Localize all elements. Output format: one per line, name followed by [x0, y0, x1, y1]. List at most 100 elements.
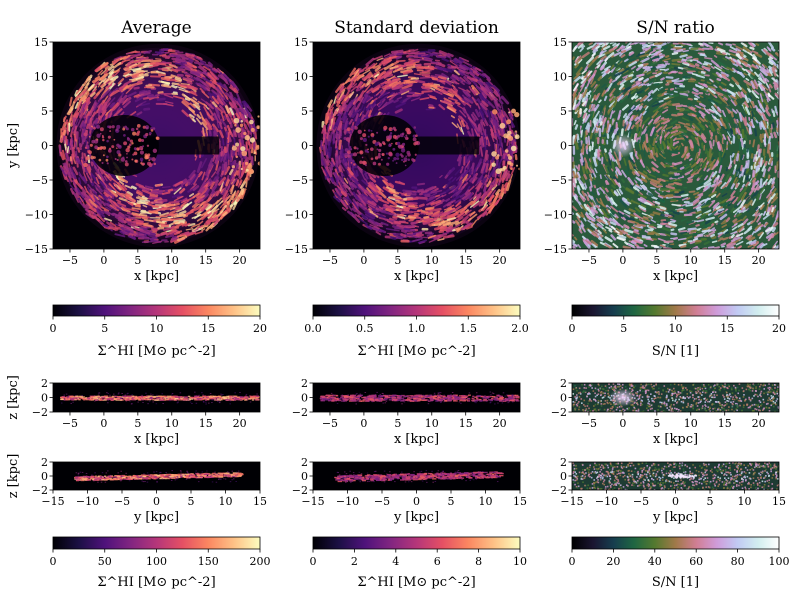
- colorbar-tick-label: 100: [146, 555, 167, 568]
- colorbar-tick-label: 15: [720, 322, 734, 335]
- colorbar-ticks: 0 5 10 15 20: [50, 316, 267, 335]
- colorbar-tick-label: 20: [253, 322, 267, 335]
- y-tick-label: 5: [41, 105, 48, 118]
- y-tick-label: 0: [301, 470, 308, 483]
- heatmap-image: [316, 43, 520, 248]
- x-tick-label: 15: [459, 254, 473, 267]
- title-std: Standard deviation: [334, 18, 499, 38]
- y-tick-label: 2: [301, 377, 308, 390]
- y-tick-label: 0: [301, 392, 308, 405]
- y-tick-label: −10: [544, 209, 567, 222]
- x-tick-label: 15: [718, 254, 732, 267]
- x-axis-label: x [kpc]: [134, 432, 179, 447]
- x-tick-label: −5: [374, 495, 390, 508]
- x-tick-label: 10: [684, 254, 698, 267]
- x-tick-label: −5: [322, 417, 338, 430]
- colorbar-tick-label: 60: [689, 555, 703, 568]
- x-tick-label: 0: [360, 417, 367, 430]
- x-tick-label: 15: [199, 254, 213, 267]
- colorbar-tick-label: 20: [772, 322, 786, 335]
- x-tick-label: 10: [165, 254, 179, 267]
- axes: −5 0 5 10 15 20 −15 −10 −5 0 5 10 15 x [kpc] y [kpc]: [6, 36, 247, 284]
- x-tick-label: −10: [336, 495, 359, 508]
- colorbar-tick-label: 200: [250, 555, 271, 568]
- x-axis-label: y [kpc]: [652, 510, 698, 525]
- colorbar-tick-label: 10: [513, 555, 527, 568]
- y-tick-label: −2: [292, 406, 308, 419]
- colorbar-std-face: 0.0 0.5 1.0 1.5 2.0 Σ^HI [M⊙ pc^-2]: [304, 304, 529, 359]
- colorbar-tick-label: 20: [606, 555, 620, 568]
- y-tick-label: 0: [41, 392, 48, 405]
- x-tick-label: 20: [752, 254, 766, 267]
- title-sn: S/N ratio: [636, 18, 714, 38]
- y-tick-label: 2: [41, 377, 48, 390]
- x-tick-label: −5: [62, 417, 78, 430]
- x-tick-label: −5: [581, 254, 597, 267]
- x-tick-label: 0: [672, 495, 679, 508]
- x-tick-label: 15: [253, 495, 267, 508]
- colorbar-label: Σ^HI [M⊙ pc^-2]: [357, 575, 475, 590]
- x-tick-label: 5: [134, 254, 141, 267]
- x-axis-label: x [kpc]: [394, 269, 439, 284]
- y-tick-label: −15: [25, 243, 48, 256]
- panel-sn-face: −5 0 5 10 15 20 −15 −10 −5 0 5 10 15 x [kpc]: [544, 36, 780, 284]
- y-tick-label: 0: [301, 140, 308, 153]
- colorbar-tick-label: 0: [310, 555, 317, 568]
- y-tick-label: −10: [285, 209, 308, 222]
- colorbar-tick-label: 1.0: [408, 322, 426, 335]
- x-tick-label: −15: [301, 495, 324, 508]
- colorbar-ticks: 0 2 4 6 8 10: [310, 549, 527, 568]
- x-tick-label: 5: [394, 254, 401, 267]
- colorbar-avg-face: 0 5 10 15 20 Σ^HI [M⊙ pc^-2]: [50, 304, 267, 359]
- heatmap-image: [56, 43, 260, 248]
- colorbar-tick-label: 15: [201, 322, 215, 335]
- y-tick-label: 10: [34, 71, 48, 84]
- axes: −5 0 5 10 15 20 −15 −10 −5 0 5 10 15 x [kpc]: [285, 36, 507, 284]
- x-tick-label: 10: [425, 417, 439, 430]
- y-tick-label: −2: [32, 484, 48, 497]
- colorbar-label: Σ^HI [M⊙ pc^-2]: [357, 344, 475, 359]
- y-axis-label: y [kpc]: [6, 123, 21, 169]
- x-tick-label: −5: [114, 495, 130, 508]
- colorbar-tick-label: 8: [475, 555, 482, 568]
- y-tick-label: −10: [25, 209, 48, 222]
- y-tick-label: 0: [560, 140, 567, 153]
- axes: −5 0 5 10 15 20 −15 −10 −5 0 5 10 15 x [kpc]: [544, 36, 766, 284]
- y-axis-label: z [kpc]: [6, 375, 21, 420]
- y-axis-label: z [kpc]: [6, 454, 21, 499]
- y-tick-label: 0: [41, 140, 48, 153]
- y-tick-label: 15: [553, 36, 567, 49]
- x-axis-label: x [kpc]: [394, 432, 439, 447]
- y-tick-label: −15: [285, 243, 308, 256]
- y-tick-label: −5: [32, 174, 48, 187]
- colorbar-gradient: [571, 536, 780, 550]
- y-tick-label: 0: [41, 470, 48, 483]
- y-tick-label: −2: [551, 406, 567, 419]
- x-axis-label: y [kpc]: [393, 510, 439, 525]
- x-tick-label: 0: [153, 495, 160, 508]
- x-tick-label: 10: [425, 254, 439, 267]
- colorbar-label: Σ^HI [M⊙ pc^-2]: [97, 344, 215, 359]
- colorbar-tick-label: 40: [648, 555, 662, 568]
- x-tick-label: −5: [322, 254, 338, 267]
- x-tick-label: 15: [199, 417, 213, 430]
- colorbar-tick-label: 0: [50, 322, 57, 335]
- x-axis-label: x [kpc]: [653, 432, 698, 447]
- colorbar-ticks: 0 20 40 60 80 100: [569, 549, 790, 568]
- panel-avg-face: −5 0 5 10 15 20 −15 −10 −5 0 5 10 15 x [kpc] y [kpc]: [6, 36, 261, 284]
- x-tick-label: −5: [62, 254, 78, 267]
- x-tick-label: 20: [493, 254, 507, 267]
- x-tick-label: 0: [619, 417, 626, 430]
- y-tick-label: −2: [32, 406, 48, 419]
- x-tick-label: 20: [752, 417, 766, 430]
